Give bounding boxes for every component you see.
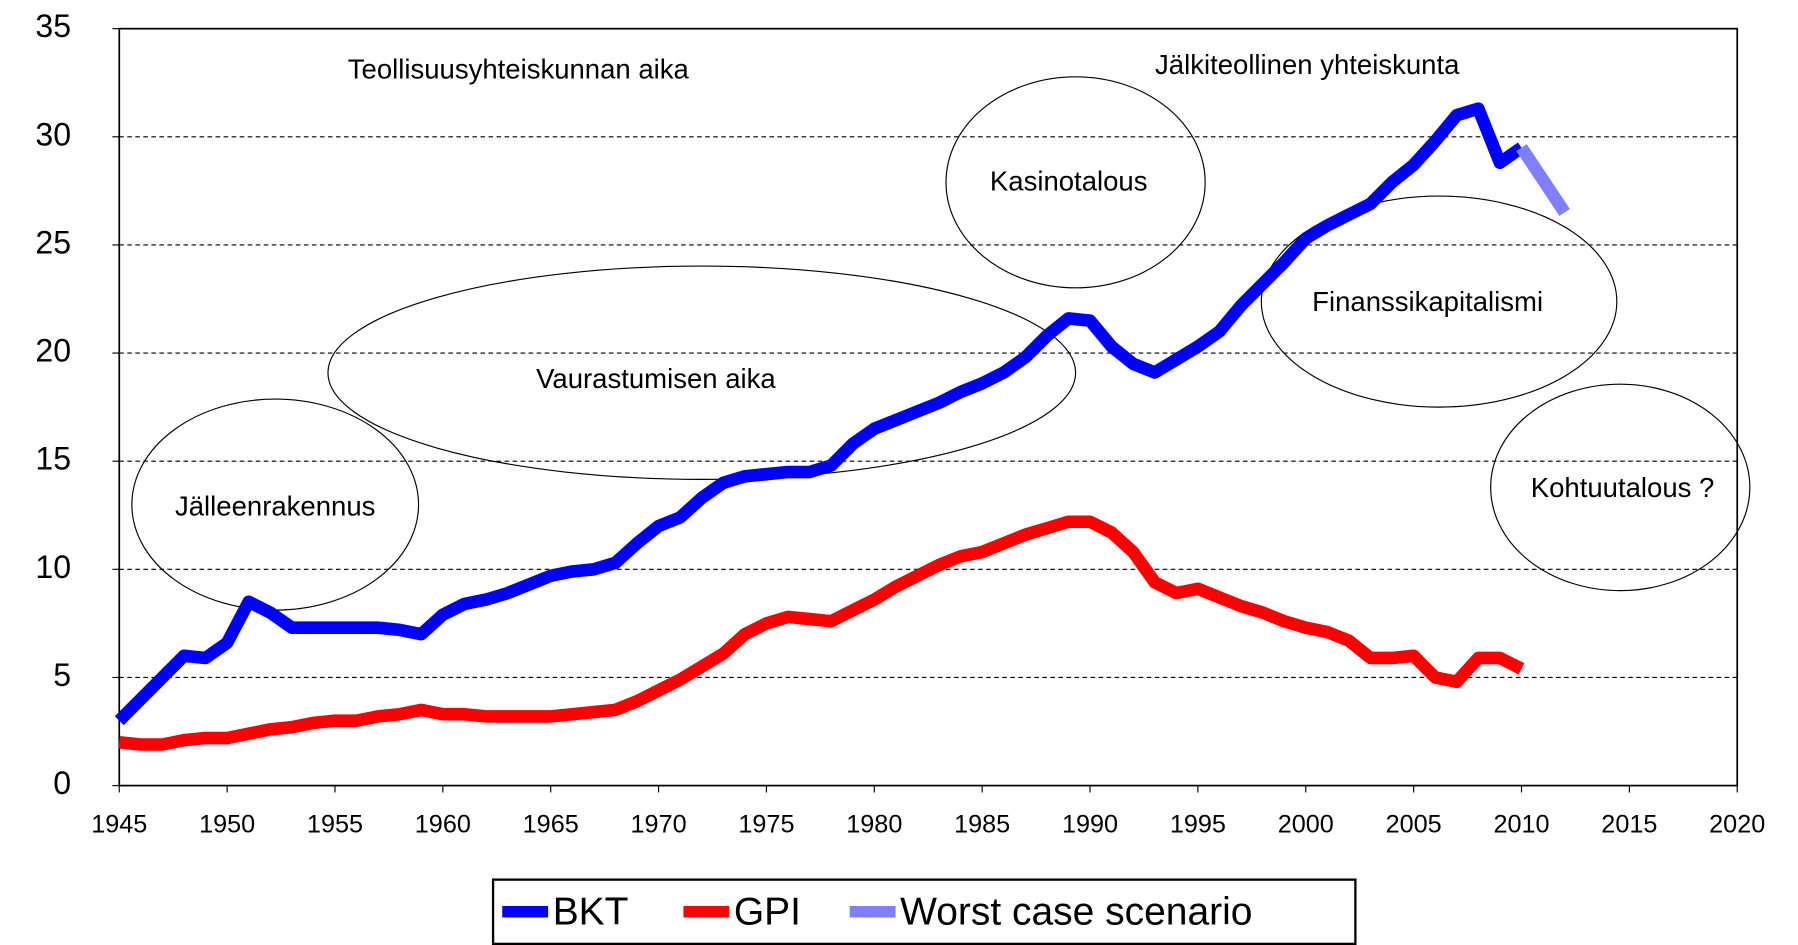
y-tick-label: 0: [53, 765, 71, 801]
annotation: Kasinotalous: [990, 166, 1148, 197]
x-tick-label: 1995: [1170, 810, 1226, 838]
y-tick-label: 25: [35, 224, 71, 260]
y-tick-label: 35: [35, 8, 71, 44]
x-tick-label: 1960: [415, 810, 471, 838]
legend-box: [491, 878, 1357, 945]
x-tick-label: 1975: [738, 810, 794, 838]
x-tick-label: 1945: [91, 810, 147, 838]
series-line: [114, 102, 1526, 726]
annotation: Finanssikapitalismi: [1312, 286, 1543, 317]
x-tick-label: 2015: [1601, 810, 1657, 838]
y-tick-label: 20: [35, 333, 71, 369]
legend-label: GPI: [734, 890, 801, 933]
legend-swatch: [683, 906, 730, 918]
annotation: Vaurastumisen aika: [536, 363, 776, 394]
x-tick-label: 1955: [307, 810, 363, 838]
era-ellipse: [945, 76, 1206, 289]
series-line: [118, 515, 1525, 751]
x-tick-label: 2000: [1278, 810, 1334, 838]
annotation: Jälleenrakennus: [175, 490, 375, 521]
x-tick-label: 2020: [1709, 810, 1765, 838]
x-tick-label: 2005: [1386, 810, 1442, 838]
x-tick-label: 1965: [523, 810, 579, 838]
x-tick-label: 1950: [199, 810, 255, 838]
annotation: Jälkiteollinen yhteiskunta: [1155, 49, 1460, 80]
annotation: Teollisuusyhteiskunnan aika: [348, 53, 690, 84]
y-tick-label: 10: [35, 549, 71, 585]
legend-swatch: [849, 906, 896, 918]
era-ellipse: [1490, 383, 1751, 592]
x-tick-label: 2010: [1493, 810, 1549, 838]
x-tick-label: 1990: [1062, 810, 1118, 838]
y-tick-label: 30: [35, 116, 71, 152]
x-tick-label: 1980: [846, 810, 902, 838]
legend-label: Worst case scenario: [900, 890, 1252, 933]
plot-frame: [118, 27, 1739, 787]
era-ellipse: [327, 265, 1077, 480]
x-tick-label: 1970: [631, 810, 687, 838]
y-tick-label: 15: [35, 441, 71, 477]
era-ellipse: [1260, 195, 1618, 408]
x-tick-label: 1985: [954, 810, 1010, 838]
y-tick-label: 5: [53, 657, 71, 693]
annotation: Kohtuutalous ?: [1531, 472, 1715, 503]
series-line: [1516, 144, 1570, 216]
legend-label: BKT: [553, 890, 629, 933]
legend-swatch: [502, 906, 549, 918]
